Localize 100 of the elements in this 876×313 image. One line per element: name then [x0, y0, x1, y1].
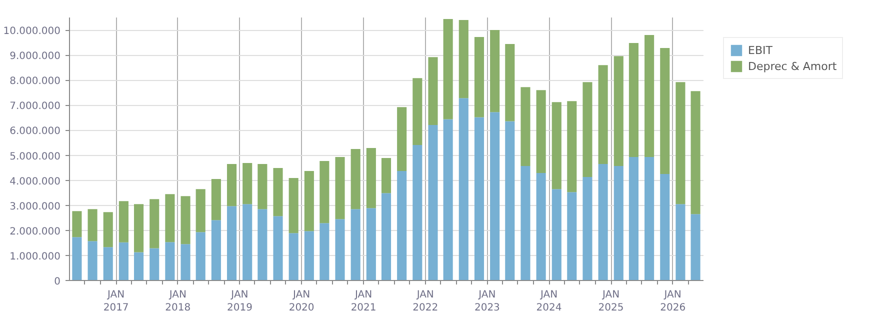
bar: [273, 216, 283, 280]
bar: [536, 90, 546, 174]
bar: [72, 237, 82, 280]
bar: [458, 20, 468, 98]
bar: [690, 91, 700, 214]
bar: [165, 194, 175, 242]
bar: [428, 57, 438, 125]
bar: [211, 220, 221, 280]
bar: [226, 206, 237, 280]
bar: [412, 144, 422, 280]
x-tick-label: JAN 2024: [536, 290, 562, 313]
bar: [180, 196, 190, 244]
bar: [458, 98, 468, 280]
bar: [134, 252, 144, 280]
bar: [103, 212, 113, 248]
y-tick-label: 8.000.000: [10, 76, 61, 88]
bar: [644, 157, 654, 280]
bar: [320, 223, 330, 280]
x-tick-label: JAN 2021: [350, 290, 376, 313]
bar: [118, 242, 128, 280]
bar: [628, 157, 638, 280]
bar: [614, 56, 624, 166]
bar: [552, 189, 562, 280]
bar: [366, 148, 376, 208]
bar: [690, 214, 700, 280]
y-tick-label: 7.000.000: [10, 101, 61, 112]
bar: [520, 166, 530, 280]
bar: [288, 178, 298, 234]
y-tick-label: 3.000.000: [10, 201, 61, 212]
bar: [628, 43, 638, 158]
y-tick-label: 4.000.000: [10, 176, 61, 188]
bar: [520, 87, 530, 166]
bar: [258, 164, 268, 210]
bar: [614, 166, 624, 280]
bar: [582, 177, 592, 280]
bar: [505, 121, 515, 280]
bar: [320, 161, 330, 224]
bar: [676, 82, 686, 204]
bar: [304, 231, 314, 280]
bar: [88, 209, 98, 242]
bar: [134, 204, 144, 252]
bar: [567, 101, 577, 192]
bar: [412, 78, 422, 145]
x-tick-label: JAN 2023: [474, 290, 500, 313]
bar: [226, 164, 237, 206]
bar: [88, 241, 98, 280]
bar: [242, 163, 252, 204]
y-tick-label: 2.000.000: [10, 226, 61, 238]
bar: [304, 171, 314, 232]
x-tick-label: JAN 2025: [598, 290, 624, 313]
x-tick-label: JAN 2017: [103, 290, 129, 313]
y-tick-label: 0: [54, 276, 61, 288]
bar: [660, 174, 670, 280]
bar: [490, 30, 500, 112]
bar: [335, 157, 345, 220]
bar: [335, 219, 345, 280]
bar: [490, 112, 500, 280]
bar: [428, 124, 438, 280]
bar: [196, 232, 206, 280]
bar: [443, 19, 453, 120]
legend-label: EBIT: [748, 43, 772, 57]
bar: [660, 48, 670, 174]
bar: [598, 65, 608, 164]
legend-label: Deprec & Amort: [748, 59, 837, 73]
bar: [536, 173, 546, 280]
y-tick-label: 1.000.000: [10, 251, 61, 262]
bar: [72, 211, 82, 238]
bar: [103, 247, 113, 280]
bar: [552, 102, 562, 190]
bar: [397, 171, 407, 280]
bar: [165, 242, 175, 280]
bar: [474, 117, 484, 280]
x-tick-label: JAN 2019: [227, 290, 252, 313]
x-tick-label: JAN 2026: [660, 290, 686, 313]
bar: [350, 209, 360, 280]
bar: [443, 119, 453, 280]
bar: [288, 233, 298, 280]
bar: [397, 107, 407, 172]
x-tick-label: JAN 2022: [412, 290, 438, 313]
bar: [644, 35, 654, 158]
bar: [381, 193, 392, 280]
bar: [567, 192, 577, 280]
y-tick-label: 9.000.000: [10, 51, 61, 62]
y-tick-label: 10.000.000: [3, 26, 61, 38]
y-tick-label: 6.000.000: [10, 126, 61, 138]
bar: [676, 204, 686, 280]
bar: [211, 179, 221, 220]
x-tick-label: JAN 2018: [165, 290, 191, 313]
bar: [474, 37, 484, 118]
x-tick-label: JAN 2020: [288, 290, 314, 313]
y-tick-label: 5.000.000: [10, 151, 61, 162]
bar: [582, 82, 592, 178]
bar: [258, 209, 268, 280]
bar: [381, 158, 392, 194]
bar: [180, 244, 190, 280]
bar: [150, 199, 160, 248]
bar: [196, 189, 206, 232]
bar: [150, 248, 160, 280]
bar: [598, 164, 608, 280]
bar: [118, 201, 128, 242]
